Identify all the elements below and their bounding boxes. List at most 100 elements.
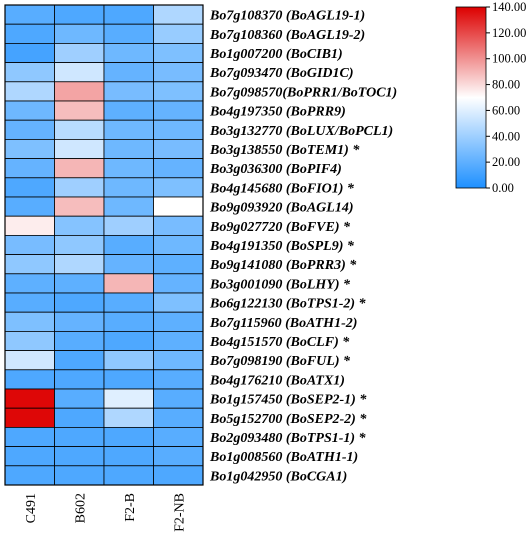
heatmap-cell bbox=[153, 311, 204, 332]
heatmap-cell bbox=[4, 234, 55, 255]
heatmap-cell bbox=[4, 369, 55, 390]
heatmap-cell bbox=[4, 81, 55, 102]
heatmap-cell bbox=[153, 273, 204, 294]
heatmap-cell bbox=[54, 177, 105, 198]
heatmap-cell bbox=[54, 369, 105, 390]
heatmap-cell bbox=[4, 407, 55, 428]
heatmap-cell bbox=[54, 138, 105, 159]
heatmap-cell bbox=[103, 234, 154, 255]
row-label: Bo9g141080 (BoPRR3) * bbox=[209, 258, 357, 273]
heatmap-cell bbox=[103, 23, 154, 44]
legend-tick-label: 120.00 bbox=[492, 26, 526, 40]
row-label: Bo7g098190 (BoFUL) * bbox=[209, 354, 351, 369]
row-label: Bo1g042950 (BoCGA1) bbox=[209, 469, 347, 484]
heatmap-cell bbox=[153, 119, 204, 140]
row-label: Bo7g108370 (BoAGL19-1) bbox=[209, 9, 365, 24]
heatmap-cell bbox=[54, 273, 105, 294]
heatmap-cell bbox=[103, 311, 154, 332]
heatmap-cell bbox=[4, 177, 55, 198]
legend-color-bar bbox=[455, 6, 487, 189]
heatmap-cell bbox=[103, 177, 154, 198]
heatmap-cell bbox=[54, 446, 105, 467]
legend-tick-label: 20.00 bbox=[492, 155, 520, 169]
heatmap-cell bbox=[153, 234, 204, 255]
row-label: Bo1g008560 (BoATH1-1) bbox=[209, 450, 358, 465]
heatmap-cell bbox=[4, 4, 55, 25]
heatmap-cell bbox=[153, 23, 204, 44]
heatmap-cell bbox=[4, 388, 55, 409]
heatmap-cell bbox=[153, 369, 204, 390]
heatmap-cell bbox=[4, 426, 55, 447]
legend-tick-label: 100.00 bbox=[492, 52, 526, 66]
heatmap-cell bbox=[103, 100, 154, 121]
heatmap-cell bbox=[153, 426, 204, 447]
heatmap-cell bbox=[153, 465, 204, 486]
heatmap-cell bbox=[103, 158, 154, 179]
heatmap-cell bbox=[153, 330, 204, 351]
heatmap-cell bbox=[54, 388, 105, 409]
heatmap-cell bbox=[54, 234, 105, 255]
heatmap-cell bbox=[54, 62, 105, 83]
heatmap-cell bbox=[4, 62, 55, 83]
heatmap-cell bbox=[4, 254, 55, 275]
heatmap-cell bbox=[4, 446, 55, 467]
heatmap-cell bbox=[103, 81, 154, 102]
heatmap-cell bbox=[54, 43, 105, 64]
column-label: F2-NB bbox=[172, 493, 187, 532]
column-label: C491 bbox=[24, 493, 39, 523]
heatmap-cell bbox=[153, 254, 204, 275]
column-label: B602 bbox=[73, 493, 88, 523]
heatmap-cell bbox=[153, 446, 204, 467]
heatmap-cell bbox=[4, 196, 55, 217]
row-label: Bo3g001090 (BoLHY) * bbox=[209, 277, 351, 292]
heatmap-cell bbox=[4, 158, 55, 179]
heatmap-cell bbox=[103, 119, 154, 140]
legend-tick-label: 60.00 bbox=[492, 103, 520, 117]
heatmap-cell bbox=[4, 100, 55, 121]
heatmap-cell bbox=[54, 100, 105, 121]
heatmap-cell bbox=[103, 4, 154, 25]
row-label: Bo4g176210 (BoATX1) bbox=[209, 373, 345, 388]
row-label: Bo9g093920 (BoAGL14) bbox=[209, 201, 354, 216]
heatmap-cell bbox=[54, 23, 105, 44]
heatmap-cell bbox=[103, 407, 154, 428]
row-label: Bo6g122130 (BoTPS1-2) * bbox=[209, 297, 367, 312]
heatmap-cell bbox=[103, 330, 154, 351]
heatmap-cell bbox=[153, 388, 204, 409]
heatmap-cell bbox=[103, 273, 154, 294]
heatmap-cell bbox=[54, 292, 105, 313]
heatmap-cell bbox=[54, 254, 105, 275]
color-legend: 140.00 120.00 100.00 80.00 60.00 40.00 20.00 0.… bbox=[455, 0, 526, 195]
heatmap-cell bbox=[4, 350, 55, 371]
heatmap-cell bbox=[4, 23, 55, 44]
heatmap-cell bbox=[4, 273, 55, 294]
legend-tick-label: 40.00 bbox=[492, 129, 520, 143]
row-label: Bo1g157450 (BoSEP2-1) * bbox=[209, 393, 367, 408]
heatmap-cell bbox=[54, 350, 105, 371]
heatmap-cell bbox=[103, 465, 154, 486]
row-label: Bo4g191350 (BoSPL9) * bbox=[209, 239, 355, 254]
row-label: Bo4g151570 (BoCLF) * bbox=[209, 335, 350, 350]
heatmap-cell bbox=[153, 350, 204, 371]
heatmap-cell bbox=[54, 407, 105, 428]
row-label: Bo7g115960 (BoATH1-2) bbox=[209, 316, 357, 331]
heatmap-cell bbox=[103, 196, 154, 217]
heatmap-cells bbox=[4, 4, 204, 486]
heatmap-cell bbox=[54, 215, 105, 236]
heatmap-cell bbox=[153, 292, 204, 313]
heatmap-cell bbox=[153, 407, 204, 428]
heatmap-cell bbox=[4, 465, 55, 486]
heatmap-cell bbox=[4, 215, 55, 236]
column-label: F2-B bbox=[123, 493, 138, 522]
row-label: Bo7g093470 (BoGID1C) bbox=[209, 66, 354, 81]
heatmap-cell bbox=[4, 119, 55, 140]
heatmap-cell bbox=[54, 311, 105, 332]
heatmap-cell bbox=[103, 350, 154, 371]
heatmap-cell bbox=[4, 292, 55, 313]
row-label: Bo2g093480 (BoTPS1-1) * bbox=[209, 431, 367, 446]
heatmap-cell bbox=[103, 43, 154, 64]
heatmap-cell bbox=[54, 158, 105, 179]
row-label: Bo3g132770 (BoLUX/BoPCL1) bbox=[209, 124, 393, 139]
row-label: Bo1g007200 (BoCIB1) bbox=[209, 47, 343, 62]
heatmap-cell bbox=[153, 196, 204, 217]
